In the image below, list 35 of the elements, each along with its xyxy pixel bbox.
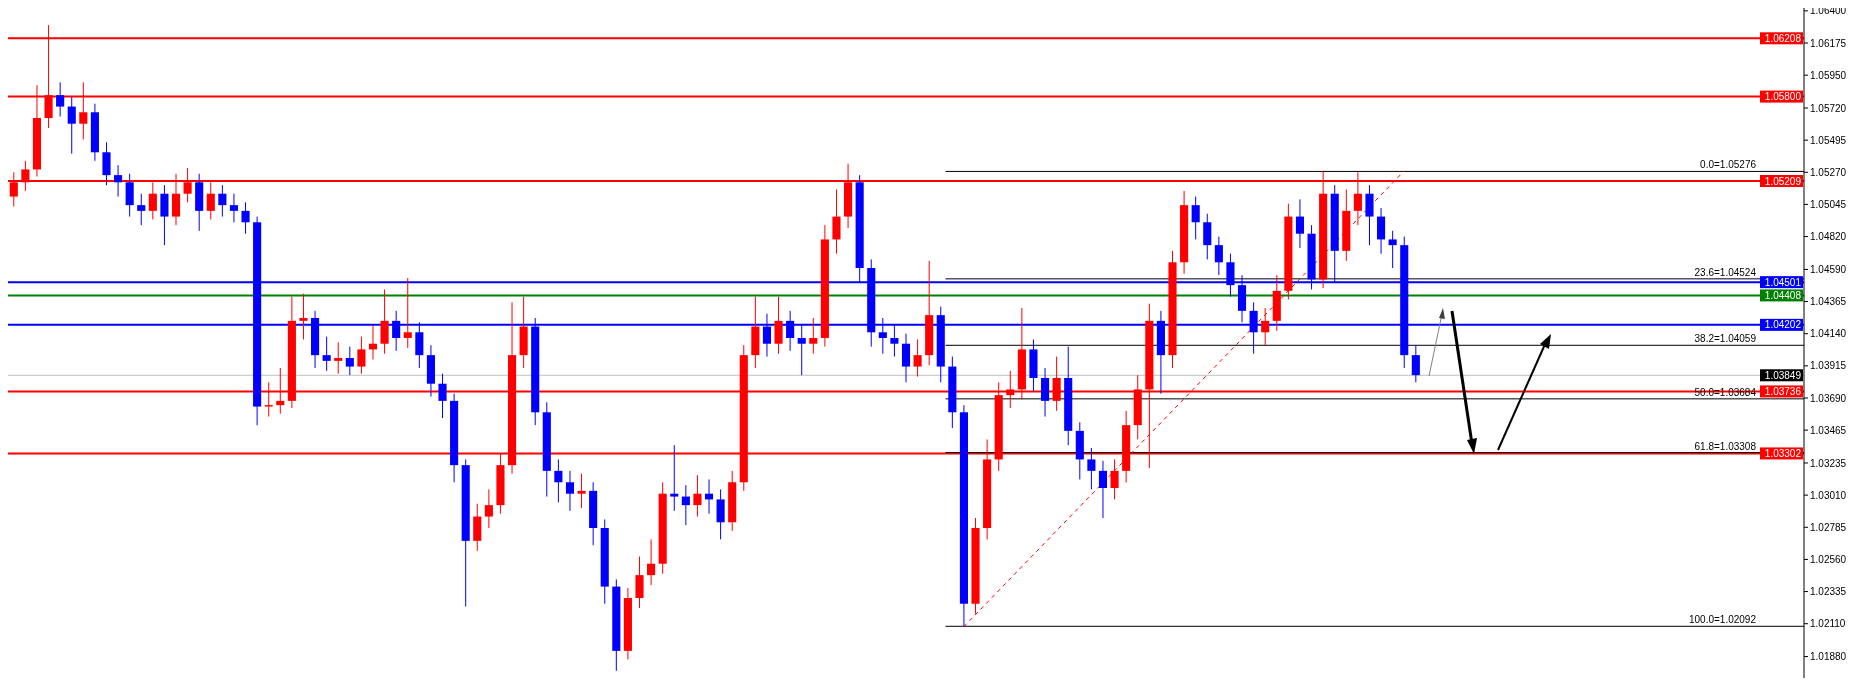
ref-line-label: 1.03736 [1764, 385, 1802, 397]
ref-line-label: 23.6=1.04524 [1694, 266, 1757, 278]
ref-line-label: 1.06208 [1764, 32, 1802, 44]
y-tick-label: 1.05495 [1810, 134, 1847, 146]
y-tick-label: 1.04590 [1810, 263, 1847, 275]
y-tick-label: 1.01880 [1810, 651, 1847, 663]
y-tick-label: 1.02110 [1810, 618, 1846, 630]
y-tick-label: 1.03010 [1810, 489, 1847, 501]
y-tick-label: 1.02785 [1810, 521, 1847, 533]
y-tick-label: 1.03915 [1810, 360, 1847, 372]
ref-line-label: 1.03302 [1764, 447, 1802, 459]
ref-line-label: 1.04202 [1764, 319, 1802, 331]
y-tick-label: 1.06175 [1810, 37, 1847, 49]
ref-line-label: 1.05800 [1764, 91, 1802, 103]
ref-line-label: 0.0=1.05276 [1700, 159, 1757, 171]
y-tick-label: 1.04365 [1810, 296, 1847, 308]
y-tick-label: 1.03465 [1810, 424, 1847, 436]
y-tick-label: 1.02335 [1810, 586, 1847, 598]
y-tick-label: 1.05045 [1810, 198, 1847, 210]
y-tick-label: 1.03235 [1810, 457, 1847, 469]
ref-line-label: 38.2=1.04059 [1694, 333, 1757, 345]
ref-line-label: 1.04501 [1764, 276, 1802, 288]
y-tick-label: 1.02560 [1810, 553, 1847, 565]
y-tick-label: 1.05270 [1810, 166, 1847, 178]
ref-line-label: 61.8=1.03308 [1694, 440, 1757, 452]
y-tick-label: 1.06400 [1810, 5, 1847, 17]
y-tick-label: 1.05720 [1810, 102, 1847, 114]
ref-line-label: 1.03849 [1764, 369, 1802, 381]
y-tick-label: 1.05950 [1810, 69, 1847, 81]
y-tick-label: 1.04820 [1810, 231, 1847, 243]
ref-line-label: 100.0=1.02092 [1688, 614, 1757, 626]
y-tick-label: 1.03690 [1810, 392, 1847, 404]
y-tick-label: 1.04140 [1810, 328, 1847, 340]
ref-line-label: 1.05209 [1764, 175, 1802, 187]
ref-line-label: 1.04408 [1764, 289, 1802, 301]
